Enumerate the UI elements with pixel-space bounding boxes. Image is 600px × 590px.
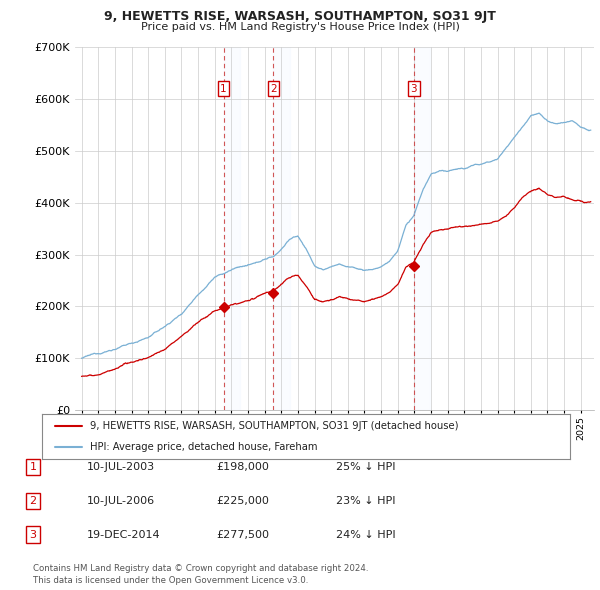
Bar: [274, 47, 290, 410]
Text: £277,500: £277,500: [216, 530, 269, 539]
Text: Price paid vs. HM Land Registry's House Price Index (HPI): Price paid vs. HM Land Registry's House …: [140, 22, 460, 32]
Text: 10-JUL-2003: 10-JUL-2003: [87, 463, 155, 472]
Text: 24% ↓ HPI: 24% ↓ HPI: [336, 530, 395, 539]
Text: 3: 3: [410, 84, 417, 94]
Text: Contains HM Land Registry data © Crown copyright and database right 2024.
This d: Contains HM Land Registry data © Crown c…: [33, 564, 368, 585]
Text: 2: 2: [270, 84, 277, 94]
Text: 9, HEWETTS RISE, WARSASH, SOUTHAMPTON, SO31 9JT (detached house): 9, HEWETTS RISE, WARSASH, SOUTHAMPTON, S…: [89, 421, 458, 431]
Text: 9, HEWETTS RISE, WARSASH, SOUTHAMPTON, SO31 9JT: 9, HEWETTS RISE, WARSASH, SOUTHAMPTON, S…: [104, 10, 496, 23]
Bar: [413, 47, 430, 410]
Text: 1: 1: [29, 463, 37, 472]
Text: 23% ↓ HPI: 23% ↓ HPI: [336, 496, 395, 506]
Text: 25% ↓ HPI: 25% ↓ HPI: [336, 463, 395, 472]
Text: 3: 3: [29, 530, 37, 539]
Text: £225,000: £225,000: [216, 496, 269, 506]
Bar: [224, 47, 240, 410]
Text: 2: 2: [29, 496, 37, 506]
Text: £198,000: £198,000: [216, 463, 269, 472]
Text: 19-DEC-2014: 19-DEC-2014: [87, 530, 161, 539]
Text: 1: 1: [220, 84, 227, 94]
Text: HPI: Average price, detached house, Fareham: HPI: Average price, detached house, Fare…: [89, 442, 317, 452]
Text: 10-JUL-2006: 10-JUL-2006: [87, 496, 155, 506]
